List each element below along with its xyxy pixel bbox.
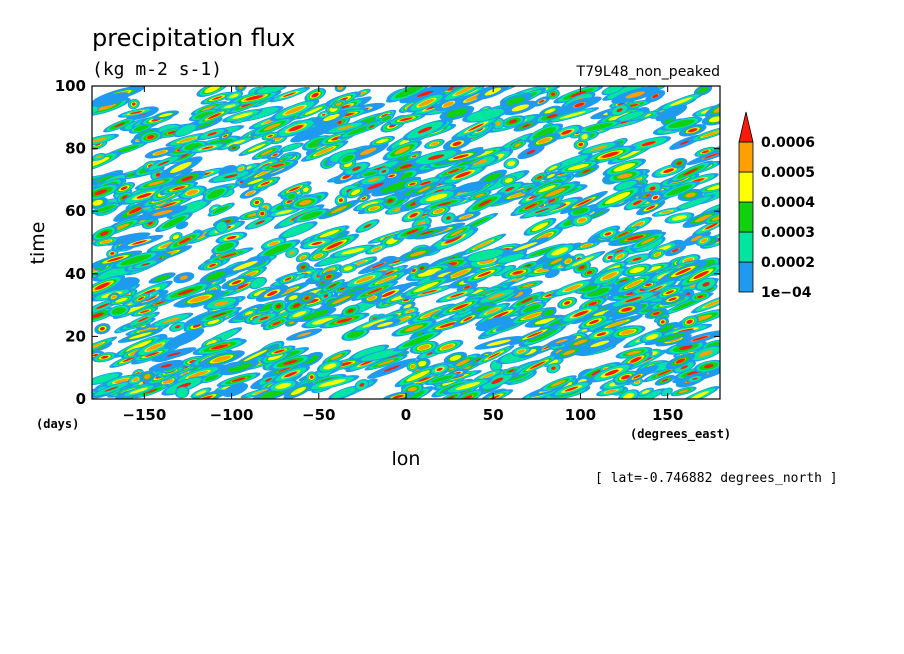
colorbar-label: 0.0006 [761, 135, 815, 151]
y-tick-label: 60 [65, 202, 86, 220]
x-tick-label: −100 [210, 406, 254, 424]
x-axis-ticks: −150 −100 −50 0 50 100 150 [122, 86, 683, 424]
chart-subtitle-right: T79L48_non_peaked [576, 64, 720, 80]
colorbar-label: 1e−04 [761, 285, 812, 301]
x-tick-label: 100 [565, 406, 596, 424]
colorbar-label: 0.0005 [761, 165, 815, 181]
colorbar-label: 0.0004 [761, 195, 815, 211]
y-axis-label: time [27, 222, 49, 265]
colorbar: 1e−04 0.0002 0.0003 0.0004 0.0005 0.0006 [738, 111, 815, 301]
precipitation-field [92, 86, 720, 399]
y-axis-ticks: 0 20 40 60 80 100 [55, 77, 720, 408]
x-tick-label: 150 [652, 406, 683, 424]
latitude-annotation: [ lat=-0.746882 degrees_north ] [595, 471, 838, 486]
colorbar-swatch [738, 261, 754, 293]
colorbar-label: 0.0002 [761, 255, 815, 271]
x-tick-label: −150 [122, 406, 166, 424]
y-tick-label: 0 [76, 390, 86, 408]
chart-units: (kg m-2 s-1) [92, 59, 222, 80]
x-unit-label: (degrees_east) [630, 427, 731, 442]
y-tick-label: 80 [65, 140, 86, 158]
chart-title: precipitation flux [92, 24, 295, 52]
x-tick-label: 50 [483, 406, 504, 424]
x-axis-label: lon [392, 448, 421, 470]
x-tick-label: −50 [302, 406, 335, 424]
y-tick-label: 100 [55, 77, 86, 95]
y-tick-label: 20 [65, 327, 86, 345]
colorbar-swatch [738, 231, 754, 263]
colorbar-swatch [738, 141, 754, 173]
y-tick-label: 40 [65, 265, 86, 283]
x-tick-label: 0 [401, 406, 411, 424]
colorbar-top-arrow [738, 111, 754, 143]
colorbar-swatch [738, 171, 754, 203]
colorbar-label: 0.0003 [761, 225, 815, 241]
colorbar-swatch [738, 201, 754, 233]
y-unit-label: (days) [36, 417, 79, 431]
